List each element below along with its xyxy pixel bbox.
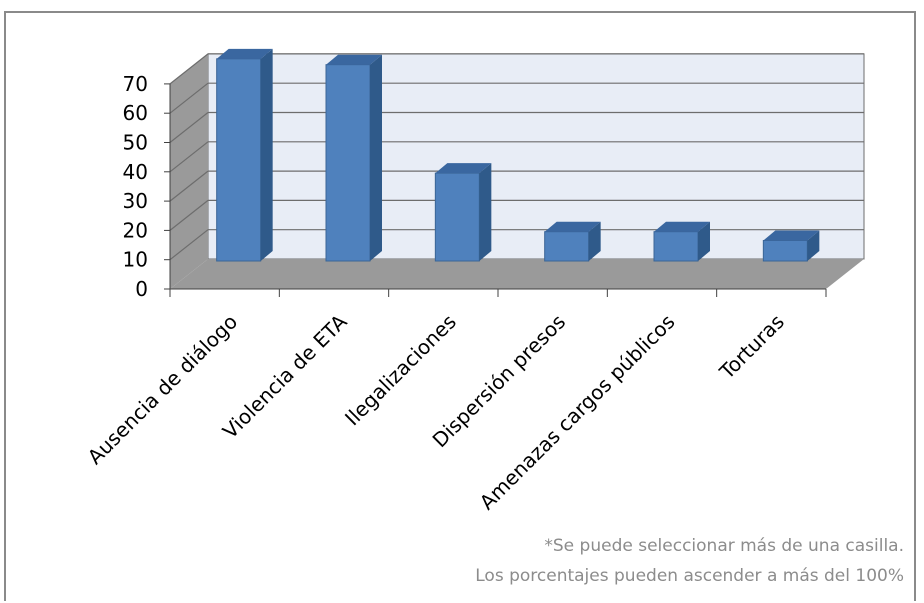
- bar-side: [588, 221, 601, 261]
- bar-side: [807, 230, 820, 261]
- bar-side: [698, 221, 710, 261]
- gridlines: [169, 53, 864, 261]
- y-tick-label: 0: [135, 277, 148, 301]
- category-label: Ilegalizaciones: [340, 310, 461, 431]
- bar-group: [544, 221, 601, 262]
- axes: [164, 83, 827, 297]
- y-tick-label: 40: [123, 160, 148, 184]
- bar-chart: 0 10 20 30 40 50 60 70 Ausencia de diálogoViole…: [83, 48, 904, 586]
- gridline-side: [169, 53, 209, 85]
- y-tick-labels: 0 10 20 30 40 50 60 70: [123, 72, 148, 301]
- gridline-side: [169, 170, 209, 202]
- gridline-side: [169, 112, 209, 143]
- bar: [325, 64, 371, 262]
- category-label: Amenazas cargos públicos: [475, 310, 680, 515]
- note-line-2: Los porcentajes pueden ascender a más de…: [475, 566, 904, 586]
- bar-top: [326, 54, 382, 65]
- bar-group: [325, 54, 382, 262]
- floor: [170, 259, 864, 289]
- gridline-side: [169, 141, 209, 173]
- back-wall: [207, 53, 865, 260]
- bar-side: [479, 163, 492, 261]
- category-label: Ausencia de diálogo: [83, 310, 242, 469]
- bar: [544, 231, 590, 262]
- bar-group: [216, 48, 273, 262]
- bar-top: [763, 230, 820, 241]
- note-line-1: *Se puede seleccionar más de una casilla…: [544, 536, 904, 556]
- chart-frame: 0 10 20 30 40 50 60 70 Ausencia de diálogo Viole…: [4, 11, 916, 601]
- bar-group: [434, 163, 492, 262]
- bar: [653, 231, 699, 262]
- bar-group: [762, 230, 820, 262]
- gridline-side: [169, 199, 209, 231]
- bar: [216, 58, 262, 262]
- bar-side: [260, 48, 273, 261]
- category-label: Torturas: [714, 310, 789, 385]
- gridline-side: [169, 82, 209, 114]
- bars: [216, 48, 820, 262]
- y-tick-label: 10: [123, 248, 148, 272]
- bar-group: [653, 221, 710, 262]
- y-tick-label: 20: [123, 218, 148, 242]
- y-tick-label: 70: [123, 72, 148, 96]
- y-tick-label: 60: [123, 101, 148, 125]
- side-wall: [170, 53, 208, 290]
- bar-side: [370, 54, 382, 261]
- bar: [762, 239, 808, 262]
- y-tick-label: 50: [123, 131, 148, 155]
- bar-top: [216, 48, 273, 59]
- bar-top: [544, 221, 601, 232]
- bar-top: [654, 221, 710, 232]
- bar-top: [435, 163, 492, 174]
- gridline-side: [169, 229, 209, 261]
- bar: [434, 172, 480, 262]
- y-tick-label: 30: [123, 189, 148, 213]
